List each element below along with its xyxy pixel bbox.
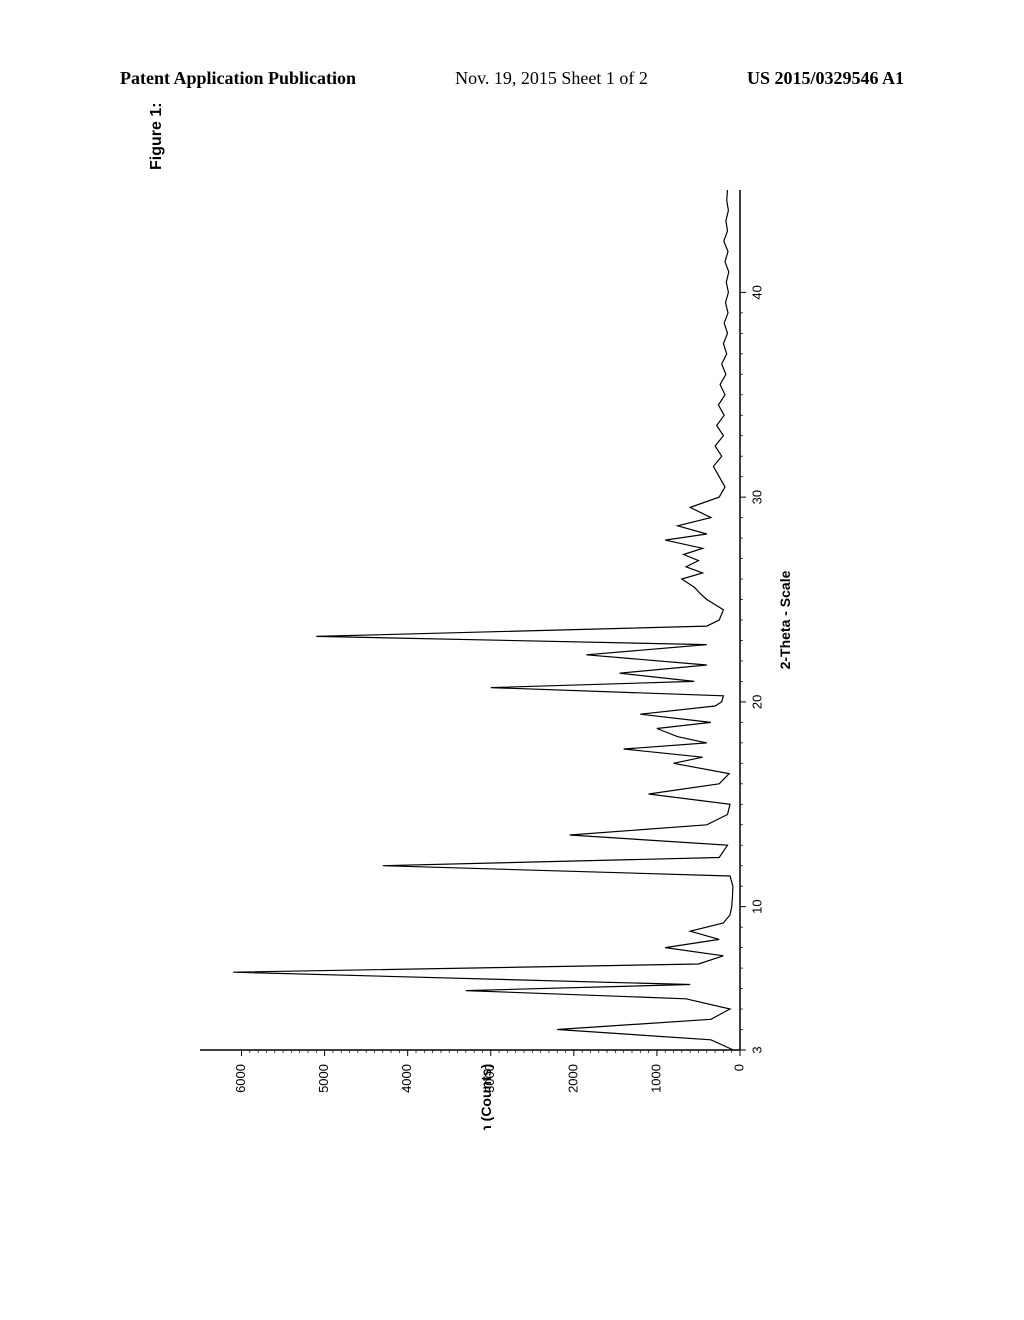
xrd-chart-container: Figure 1: 010002000300040005000600031020… — [180, 170, 820, 1130]
xrd-diffraction-chart: 0100020003000400050006000310203040Lin (C… — [180, 170, 820, 1130]
svg-text:30: 30 — [749, 490, 764, 504]
header-publication: Patent Application Publication — [120, 68, 356, 89]
svg-text:5000: 5000 — [316, 1064, 331, 1093]
svg-text:40: 40 — [749, 285, 764, 299]
svg-text:4000: 4000 — [399, 1064, 414, 1093]
svg-text:6000: 6000 — [233, 1064, 248, 1093]
svg-text:3: 3 — [749, 1046, 764, 1053]
header-patent-number: US 2015/0329546 A1 — [747, 68, 904, 89]
figure-label: Figure 1: — [148, 102, 166, 170]
svg-text:2000: 2000 — [565, 1064, 580, 1093]
header-date-sheet: Nov. 19, 2015 Sheet 1 of 2 — [455, 68, 648, 89]
svg-text:20: 20 — [749, 695, 764, 709]
svg-text:10: 10 — [749, 899, 764, 913]
svg-text:1000: 1000 — [648, 1064, 663, 1093]
svg-text:0: 0 — [731, 1064, 746, 1071]
page-header: Patent Application Publication Nov. 19, … — [0, 68, 1024, 89]
svg-text:2-Theta - Scale: 2-Theta - Scale — [777, 570, 793, 669]
svg-text:Lin (Counts): Lin (Counts) — [478, 1064, 494, 1130]
